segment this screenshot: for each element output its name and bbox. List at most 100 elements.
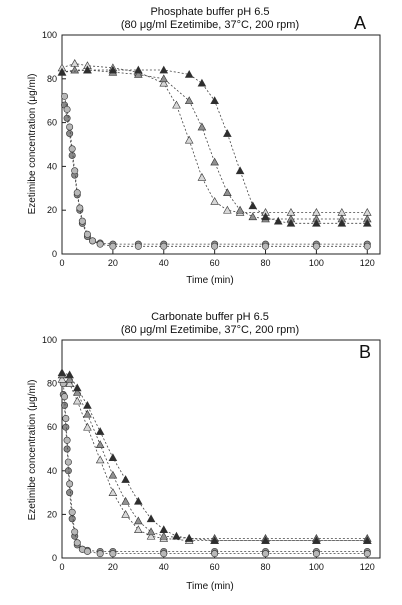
panel-b-y-tick-label: 80 bbox=[47, 379, 57, 389]
panel-a-data-point-triangle bbox=[210, 157, 219, 166]
panel-a-x-tick-label: 40 bbox=[159, 258, 169, 268]
panel-a-y-tick-label: 100 bbox=[42, 30, 57, 40]
panel-b-data-point-triangle bbox=[210, 536, 219, 544]
panel-b-data-point-circle bbox=[211, 550, 219, 558]
panel-a-data-point-triangle bbox=[83, 65, 92, 74]
panel-b-x-tick-label: 0 bbox=[59, 562, 64, 572]
panel-b-data-point-triangle bbox=[121, 496, 130, 505]
panel-b-data-point-triangle bbox=[134, 496, 143, 505]
panel-b-data-point-triangle bbox=[72, 396, 82, 405]
panel-a-data-point-circle bbox=[63, 105, 71, 113]
panel-a-x-tick-label: 0 bbox=[59, 258, 64, 268]
panel-a-series-line bbox=[64, 105, 368, 245]
panel-b-data-point-triangle bbox=[57, 374, 67, 383]
panel-b-data-point-triangle bbox=[159, 531, 169, 540]
panel-a: Phosphate buffer pH 6.5 (80 μg/ml Ezetim… bbox=[27, 6, 381, 286]
panel-b-label: B bbox=[359, 342, 371, 362]
panel-a-plot-area bbox=[57, 59, 372, 250]
panel-b-data-point-triangle bbox=[95, 455, 105, 464]
panel-a-data-point-triangle bbox=[261, 212, 270, 221]
panel-a-series-line bbox=[61, 69, 368, 220]
panel-b-y-axis-label: Ezetimibe concentration (μg/ml) bbox=[27, 380, 38, 521]
panel-a-data-point-triangle bbox=[210, 96, 219, 105]
panel-b-plot-area bbox=[57, 368, 372, 558]
panel-a-data-point-circle bbox=[68, 145, 76, 153]
panel-b-data-point-circle bbox=[66, 480, 74, 488]
panel-b-data-point-circle bbox=[312, 550, 320, 558]
panel-b-x-tick-label: 20 bbox=[108, 562, 118, 572]
panel-a-data-point-triangle bbox=[197, 78, 207, 87]
panel-a-data-point-triangle bbox=[235, 205, 245, 214]
panel-a-x-tick-label: 20 bbox=[108, 258, 118, 268]
panel-a-series-line bbox=[61, 63, 368, 213]
panel-b-y-tick-label: 40 bbox=[47, 466, 57, 476]
panel-b-data-point-triangle bbox=[134, 516, 143, 525]
panel-b-x-tick-label: 60 bbox=[210, 562, 220, 572]
panel-b-data-point-circle bbox=[63, 436, 71, 444]
panel-b-data-point-circle bbox=[61, 393, 69, 401]
panel-b-data-point-triangle bbox=[72, 383, 82, 392]
panel-b-data-point-triangle bbox=[108, 470, 118, 479]
panel-a-y-tick-label: 40 bbox=[47, 161, 57, 171]
panel-b-series-line bbox=[62, 383, 368, 554]
panel-a-data-point-circle bbox=[71, 167, 79, 175]
panel-b-data-point-triangle bbox=[95, 440, 105, 448]
panel-a-data-point-triangle bbox=[159, 78, 169, 87]
panel-a-data-point-triangle bbox=[210, 197, 219, 205]
panel-a-axes: 0 20 40 60 80 100 120 0 20 40 60 80 100 bbox=[42, 30, 381, 268]
panel-b-data-point-circle bbox=[73, 539, 81, 547]
panel-b-data-point-triangle bbox=[159, 525, 169, 534]
panel-b-data-point-triangle bbox=[65, 370, 74, 379]
panel-b-data-point-circle bbox=[61, 401, 69, 409]
panel-a-data-point-triangle bbox=[70, 59, 80, 67]
panel-b-data-point-triangle bbox=[146, 527, 156, 536]
panel-b-data-point-triangle bbox=[83, 400, 92, 409]
panel-b-data-point-circle bbox=[64, 458, 72, 466]
panel-a-data-point-circle bbox=[312, 242, 320, 250]
panel-a-series-line bbox=[64, 96, 368, 247]
panel-b-data-point-triangle bbox=[108, 488, 118, 496]
panel-b-series-line bbox=[61, 372, 368, 541]
panel-a-data-point-triangle bbox=[337, 207, 347, 216]
panel-a-data-point-circle bbox=[109, 242, 117, 250]
panel-a-data-point-triangle bbox=[172, 100, 181, 109]
panel-a-data-point-triangle bbox=[184, 70, 194, 78]
panel-b-data-point-circle bbox=[109, 550, 117, 558]
panel-b-data-point-circle bbox=[83, 547, 91, 555]
panel-b-series-line bbox=[61, 378, 368, 541]
panel-a-data-point-circle bbox=[73, 189, 81, 197]
panel-a-data-point-triangle bbox=[223, 188, 232, 197]
panel-b-data-point-triangle bbox=[57, 368, 67, 377]
panel-a-y-tick-label: 60 bbox=[47, 118, 57, 128]
panel-a-data-point-circle bbox=[89, 237, 97, 245]
panel-a-data-point-triangle bbox=[70, 65, 80, 74]
panel-a-data-point-triangle bbox=[337, 218, 347, 227]
panel-b-data-point-triangle bbox=[83, 422, 92, 431]
panel-b-data-point-triangle bbox=[184, 533, 194, 542]
panel-a-data-point-circle bbox=[61, 92, 69, 100]
panel-a-data-point-circle bbox=[211, 242, 219, 250]
panel-a-x-tick-label: 80 bbox=[261, 258, 271, 268]
panel-b-data-point-circle bbox=[262, 550, 270, 558]
panel-a-data-point-circle bbox=[63, 114, 71, 122]
panel-a-x-tick-label: 120 bbox=[360, 258, 375, 268]
panel-b-data-point-triangle bbox=[362, 536, 372, 544]
panel-b-series-line bbox=[61, 374, 368, 539]
panel-a-data-point-triangle bbox=[248, 201, 258, 210]
panel-a-data-point-triangle bbox=[223, 205, 232, 214]
panel-a-data-point-triangle bbox=[362, 207, 372, 216]
panel-b-data-point-triangle bbox=[312, 536, 321, 544]
panel-b-data-point-triangle bbox=[95, 427, 105, 435]
panel-b-data-point-triangle bbox=[134, 525, 143, 534]
panel-a-data-point-circle bbox=[68, 151, 76, 159]
panel-a-data-point-circle bbox=[83, 230, 91, 238]
panel-b-data-point-circle bbox=[66, 489, 74, 497]
panel-b-y-tick-label: 60 bbox=[47, 422, 57, 432]
panel-b-x-tick-label: 40 bbox=[159, 562, 169, 572]
panel-a-data-point-triangle bbox=[197, 172, 207, 181]
panel-b-frame bbox=[61, 339, 381, 559]
panel-a-subtitle: (80 μg/ml Ezetimibe, 37°C, 200 rpm) bbox=[121, 19, 299, 31]
panel-a-data-point-triangle bbox=[248, 212, 258, 221]
panel-a-data-point-triangle bbox=[108, 65, 118, 74]
